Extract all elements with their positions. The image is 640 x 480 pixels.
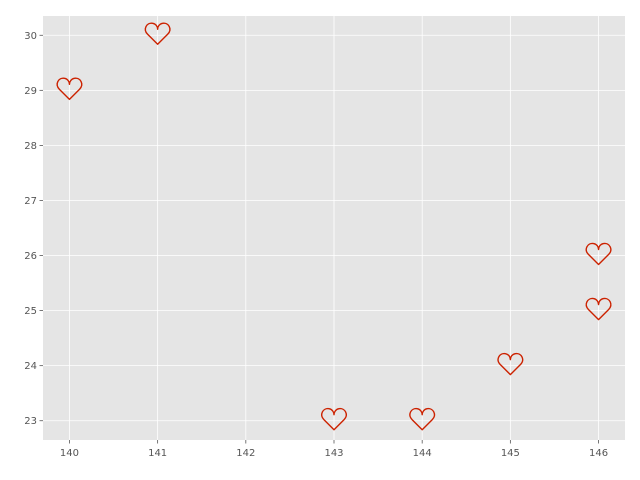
y-tick-label: 23: [24, 416, 37, 427]
x-tick-label: 145: [501, 448, 520, 459]
y-tick-label: 26: [24, 251, 37, 262]
heart-icon: [321, 408, 347, 431]
x-tick-label: 141: [148, 448, 167, 459]
y-tick-label: 27: [24, 196, 37, 207]
heart-icon: [56, 77, 83, 101]
x-tick-label: 146: [589, 448, 608, 459]
data-point: [585, 297, 612, 321]
data-point: [585, 242, 612, 266]
heart-icon: [585, 242, 612, 266]
data-point: [144, 22, 171, 45]
x-tick-label: 140: [60, 448, 79, 459]
heart-icon: [585, 297, 612, 321]
data-point: [497, 352, 524, 376]
heart-icon: [409, 408, 436, 431]
heart-icon: [497, 352, 524, 376]
y-tick-label: 30: [24, 31, 37, 42]
y-tick-label: 25: [24, 306, 37, 317]
data-point: [56, 77, 83, 101]
y-tick-label: 29: [24, 86, 37, 97]
x-tick-label: 144: [413, 448, 432, 459]
x-tick-label: 142: [236, 448, 255, 459]
data-markers: [56, 22, 612, 431]
data-point: [321, 408, 347, 431]
heart-icon: [144, 22, 171, 45]
y-tick-label: 28: [24, 141, 37, 152]
grid-lines: [43, 16, 625, 440]
axis-ticks: 140 141 142 143 144 145 146 23 24 25 26 27 28 29 30: [24, 31, 608, 459]
x-tick-label: 143: [324, 448, 343, 459]
y-tick-label: 24: [24, 361, 37, 372]
data-point: [409, 408, 436, 431]
